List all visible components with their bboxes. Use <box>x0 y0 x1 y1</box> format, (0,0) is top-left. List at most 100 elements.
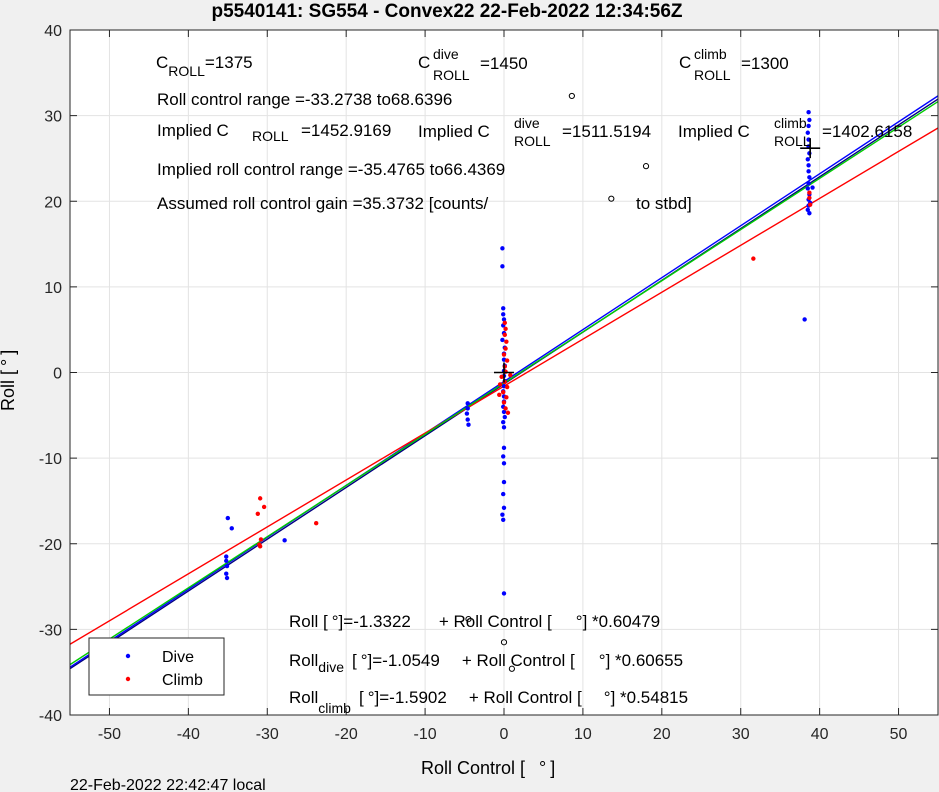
annotation-c-roll-dive: C <box>418 53 430 72</box>
x-tick-label: 50 <box>890 726 908 743</box>
data-point-climb <box>258 537 264 542</box>
y-tick-label: -10 <box>39 451 62 468</box>
annotation-implied-c-roll-dive-sub: ROLL <box>514 133 551 149</box>
data-point-dive <box>282 538 287 543</box>
annotation-c-roll: CROLL=1375 <box>156 53 253 79</box>
annotation-c-roll-climb-sub: ROLL <box>694 67 731 83</box>
legend-marker-climb <box>125 676 131 682</box>
data-point-climb <box>504 395 509 400</box>
data-point-dive <box>229 526 234 531</box>
data-point-climb <box>257 542 262 547</box>
annotation-implied-c-roll-climb-sup: climb <box>774 115 807 131</box>
y-tick-label: 10 <box>44 280 62 297</box>
data-point-dive <box>805 157 810 162</box>
data-point-climb <box>503 406 508 411</box>
annotation-c-roll-climb-value: =1300 <box>741 54 789 73</box>
data-point-dive <box>501 479 507 485</box>
annotation-assumed-gain: Assumed roll control gain =35.3732 [coun… <box>157 194 489 213</box>
data-point-dive <box>501 312 506 317</box>
data-point-dive <box>501 517 506 522</box>
x-tick-label: 10 <box>574 726 592 743</box>
x-tick-label: -50 <box>98 726 121 743</box>
data-point-climb <box>501 389 506 395</box>
data-point-climb <box>504 384 510 390</box>
fit-equation-climb: Rollclimb[°]=-1.5902 + Roll Control [°] *… <box>289 688 688 716</box>
y-tick-label: -30 <box>39 622 62 639</box>
data-point-dive <box>802 317 807 322</box>
annotation-c-roll-climb: C <box>679 53 691 72</box>
data-point-dive <box>805 130 810 135</box>
markers <box>465 92 821 672</box>
data-point-climb <box>499 374 504 379</box>
degree-symbol-marker <box>508 665 515 672</box>
legend-label-climb: Climb <box>162 672 203 689</box>
data-point-climb <box>501 400 507 405</box>
x-tick-label: -40 <box>177 726 200 743</box>
x-tick-label: 40 <box>811 726 829 743</box>
data-point-dive <box>501 445 507 451</box>
annotation-c-roll-dive-sub: ROLL <box>433 67 470 83</box>
data-point-dive <box>224 554 229 559</box>
x-tick-label: 20 <box>653 726 671 743</box>
data-point-climb <box>504 339 509 344</box>
data-point-climb <box>313 521 319 526</box>
data-point-dive <box>807 175 812 180</box>
data-point-climb <box>751 256 756 261</box>
data-point-climb <box>807 202 813 207</box>
data-point-dive <box>500 264 505 269</box>
data-point-dive <box>807 211 812 216</box>
data-point-climb <box>261 504 267 510</box>
x-tick-label: 0 <box>500 726 509 743</box>
x-tick-label: -20 <box>335 726 358 743</box>
fit-equation-dive: Rolldive[°]=-1.0549 + Roll Control [°] *0… <box>289 651 683 675</box>
data-point-dive <box>225 515 231 521</box>
data-point-climb <box>807 190 812 195</box>
data-point-dive <box>806 169 811 174</box>
chart-title: p5540141: SG554 - Convex22 22-Feb-2022 1… <box>211 1 682 22</box>
data-point-climb <box>501 352 507 357</box>
annotation-implied-c-roll-climb-sub: ROLL <box>774 133 811 149</box>
data-point-dive <box>810 185 815 190</box>
data-point-dive <box>501 306 506 311</box>
data-point-dive <box>805 186 810 191</box>
degree-symbol-marker <box>642 163 650 170</box>
data-point-climb <box>505 410 511 415</box>
data-point-dive <box>466 422 471 427</box>
degree-symbol-marker <box>465 616 472 623</box>
x-tick-label: -10 <box>414 726 437 743</box>
data-point-dive <box>805 207 810 213</box>
data-point-dive <box>500 246 505 251</box>
data-point-climb <box>255 511 261 516</box>
data-point-climb <box>497 382 503 387</box>
degree-symbol-marker <box>608 195 615 202</box>
data-point-climb <box>257 496 263 501</box>
data-point-dive <box>465 417 470 422</box>
data-point-dive <box>806 181 811 186</box>
center-plus-marker <box>494 362 514 383</box>
data-point-dive <box>465 406 470 411</box>
data-point-dive <box>465 401 470 406</box>
x-tick-label: -30 <box>256 726 279 743</box>
data-point-dive <box>224 563 230 569</box>
x-axis-label: Roll Control [°] <box>421 758 555 778</box>
annotation-implied-c-roll-climb: Implied C <box>678 122 750 141</box>
data-points <box>224 110 815 596</box>
y-tick-label: 0 <box>53 366 62 383</box>
data-point-dive <box>500 512 505 517</box>
annotations: CROLL=1375 C dive ROLL =1450 C climb ROL… <box>156 46 912 716</box>
data-point-dive <box>501 419 506 425</box>
degree-symbol-marker <box>568 92 575 100</box>
y-tick-label: -20 <box>39 537 62 554</box>
data-point-dive <box>806 110 811 115</box>
y-axis-label: Roll [°] <box>0 350 18 411</box>
annotation-implied-c-roll-sub: ROLL <box>252 128 289 144</box>
data-point-dive <box>501 505 507 510</box>
data-point-dive <box>501 491 506 497</box>
x-tick-label: 30 <box>732 726 750 743</box>
data-point-dive <box>501 425 507 430</box>
annotation-implied-c-roll-value: =1452.9169 <box>301 121 391 140</box>
data-point-dive <box>501 454 506 459</box>
annotation-implied-c-roll-dive-value: =1511.5194 <box>562 122 651 141</box>
y-tick-label: -40 <box>39 708 62 725</box>
